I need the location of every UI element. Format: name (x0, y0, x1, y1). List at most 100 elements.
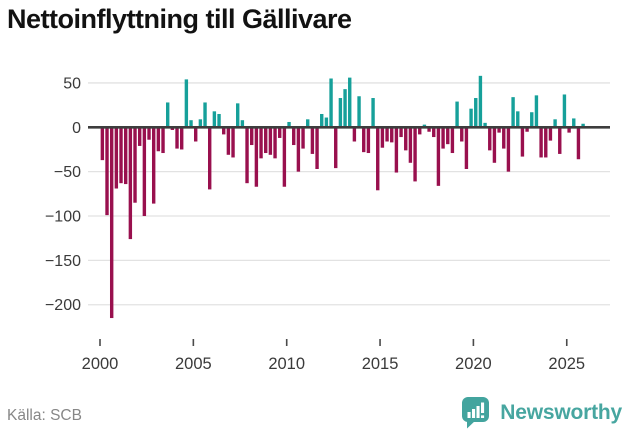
source-label: Källa: SCB (7, 407, 82, 424)
x-axis-label: 2005 (175, 355, 212, 373)
quarter-bar (231, 127, 235, 158)
quarter-bar (432, 127, 436, 138)
quarter-bar (133, 127, 137, 203)
quarter-bar (348, 77, 352, 128)
quarter-bar (422, 124, 427, 128)
quarter-bar (436, 127, 441, 186)
quarter-bar (338, 98, 343, 128)
quarter-bar (469, 108, 473, 128)
quarter-bar (208, 127, 212, 190)
quarter-bar (562, 94, 567, 128)
quarter-bar (394, 127, 399, 173)
quarter-bar (287, 121, 291, 128)
quarter-bar (189, 120, 193, 128)
quarter-bar (567, 127, 571, 133)
quarter-bar (310, 127, 315, 154)
page-title: Nettoinflyttning till Gällivare (7, 4, 352, 34)
quarter-bar (114, 127, 119, 189)
quarter-bar (464, 127, 469, 169)
quarter-bar (324, 117, 329, 128)
quarter-bar (357, 96, 361, 128)
quarter-bar (268, 127, 273, 155)
quarter-bar (413, 127, 417, 182)
quarter-bar (175, 127, 179, 149)
quarter-bar (128, 127, 133, 240)
quarter-bar (366, 127, 371, 154)
quarter-bar (478, 75, 483, 128)
quarter-bar (488, 127, 492, 151)
quarter-bar (278, 127, 282, 138)
quarter-bar (105, 127, 109, 216)
quarter-bar (511, 97, 515, 128)
quarter-bar (474, 98, 478, 128)
quarter-bar (506, 127, 511, 172)
quarter-bar (194, 127, 198, 142)
quarter-bar (161, 127, 165, 154)
quarter-bar (492, 127, 497, 163)
quarter-bar (390, 127, 394, 143)
quarter-bar (137, 127, 142, 146)
quarter-bar (380, 127, 385, 148)
quarter-bar (534, 95, 539, 128)
quarter-bar (441, 127, 445, 149)
quarter-bar (399, 127, 403, 138)
x-axis-label: 2000 (82, 355, 119, 373)
quarter-bar (292, 127, 296, 146)
quarter-bar (315, 127, 319, 169)
quarter-bar (236, 103, 240, 128)
quarter-bar (376, 127, 380, 191)
quarter-bar (100, 127, 105, 161)
newsworthy-wordmark: Newsworthy (500, 400, 622, 424)
quarter-bar (343, 89, 347, 128)
quarter-bar (516, 111, 520, 128)
x-axis-label: 2025 (548, 355, 585, 373)
quarter-bar (352, 127, 357, 142)
newsworthy-logo[interactable]: Newsworthy (460, 396, 622, 429)
quarter-bar (544, 127, 548, 158)
quarter-bar (296, 127, 301, 172)
quarter-bar (497, 127, 501, 133)
y-axis-label: −100 (45, 209, 81, 226)
quarter-bar (222, 127, 226, 135)
quarter-bar (250, 127, 254, 146)
quarter-bar (329, 78, 333, 128)
quarter-bar (254, 127, 259, 187)
quarter-bar (142, 127, 147, 217)
quarter-bar (371, 98, 375, 128)
quarter-bar (572, 118, 576, 128)
footer: Källa: SCB Newsworthy (0, 397, 631, 433)
net-migration-bar-chart: 50 0 −50 −100 −150 −200 2000 2005 2010 2015 2020 20… (45, 75, 610, 373)
quarter-bar (226, 127, 231, 155)
y-axis-label: 50 (63, 75, 81, 92)
quarter-bar (217, 113, 221, 128)
quarter-bar (334, 127, 338, 169)
quarter-bar (259, 127, 263, 159)
quarter-bar (362, 127, 366, 153)
quarter-bar (306, 119, 310, 128)
quarter-bar (520, 127, 525, 157)
quarter-bar (170, 127, 175, 130)
quarter-bar (301, 127, 305, 149)
quarter-bar (273, 127, 277, 159)
quarter-bar (539, 127, 543, 158)
quarter-bar (320, 113, 324, 128)
quarter-bar (180, 127, 184, 150)
quarter-bar (483, 122, 487, 128)
quarter-bar (198, 119, 203, 128)
x-axis-label: 2020 (455, 355, 492, 373)
quarter-bar (109, 127, 114, 319)
quarter-bar (240, 120, 245, 128)
quarter-bar (404, 127, 408, 151)
quarter-bar (151, 127, 156, 204)
quarter-bar (553, 119, 557, 128)
quarter-bar (166, 102, 170, 128)
y-axis-label: −200 (45, 297, 81, 314)
quarter-bar (282, 127, 287, 187)
quarter-bar (264, 127, 268, 154)
quarter-bar (525, 127, 529, 132)
quarter-bar (147, 127, 151, 140)
quarter-bar (502, 127, 506, 149)
y-axis-label: −50 (54, 164, 81, 181)
quarter-bar (408, 127, 413, 163)
